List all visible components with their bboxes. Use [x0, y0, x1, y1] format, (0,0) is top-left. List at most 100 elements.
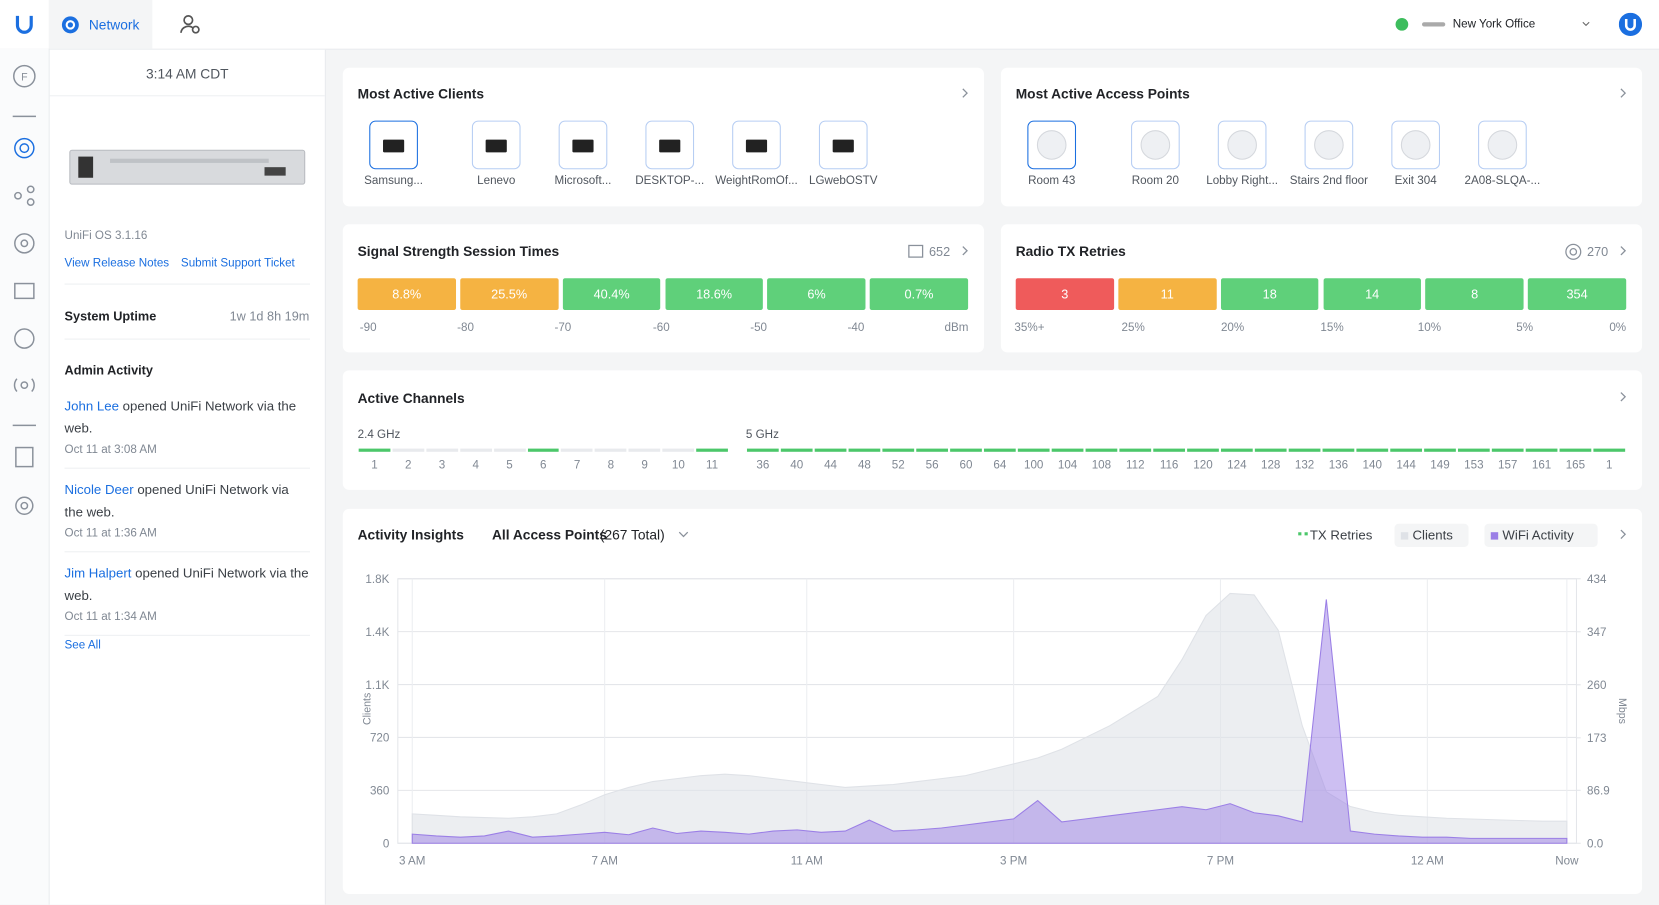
device-glyph — [485, 139, 507, 153]
admin-icon[interactable] — [180, 14, 201, 35]
ap-name[interactable]: Stairs 2nd floor — [1289, 174, 1369, 188]
channel-bar — [493, 448, 526, 452]
channel-label: 124 — [1227, 459, 1247, 472]
client-icon[interactable] — [732, 120, 781, 170]
y-tick-label: 720 — [370, 732, 390, 745]
legend-label[interactable]: TX Retries — [1309, 527, 1373, 543]
app-name[interactable]: Network — [88, 16, 140, 33]
y2-tick-label: 173 — [1587, 732, 1606, 745]
device-glyph — [745, 139, 768, 153]
axis-label: 35%+ — [1014, 321, 1045, 335]
axis-label: dBm — [944, 321, 969, 335]
client-icon[interactable] — [558, 120, 608, 170]
logo[interactable] — [13, 12, 36, 37]
ap-name[interactable]: Lobby Right... — [1206, 174, 1279, 188]
client-icon[interactable] — [369, 120, 418, 170]
site-icons — [1395, 17, 1590, 31]
y2-tick-label: 260 — [1587, 679, 1607, 692]
channel-bar — [1457, 448, 1490, 452]
avatar[interactable] — [1618, 12, 1643, 36]
y-tick-label: 1.8K — [365, 573, 389, 586]
card-title: Most Active Access Points — [1015, 85, 1190, 102]
client-name[interactable]: Samsung... — [364, 174, 424, 188]
activity-item: John Lee opened UniFi Network via the we… — [64, 391, 311, 469]
ap-icon[interactable] — [1304, 120, 1354, 170]
ap-icon[interactable] — [1391, 120, 1440, 170]
client-icon[interactable] — [645, 120, 695, 170]
see-all[interactable]: See All — [64, 639, 101, 652]
channel-label: 157 — [1497, 459, 1518, 472]
channel-bar — [1288, 448, 1321, 452]
channel-label: 6 — [540, 459, 547, 472]
sidebar — [49, 49, 326, 905]
ap-icon[interactable] — [1131, 120, 1180, 170]
card-title: Radio TX Retries — [1015, 243, 1126, 260]
channel-bar — [1356, 448, 1389, 452]
device-glyph — [832, 139, 854, 153]
ap-filter-count[interactable]: (267 Total) — [599, 526, 665, 543]
channel-label: 153 — [1464, 459, 1484, 472]
activity-user[interactable]: Jim Halpert — [64, 566, 132, 581]
legend-label[interactable]: Clients — [1412, 527, 1453, 543]
client-name[interactable]: WeightRomOf... — [715, 174, 798, 188]
ap-icon[interactable] — [1217, 120, 1267, 170]
channel-bar — [1153, 448, 1186, 452]
client-name[interactable]: DESKTOP-... — [635, 174, 705, 188]
channel-label: 108 — [1091, 459, 1112, 472]
ap-name[interactable]: 2A08-SLQA-... — [1464, 174, 1541, 188]
activity-user[interactable]: John Lee — [64, 398, 119, 414]
axis-label: 0% — [1609, 321, 1627, 335]
channel-bar — [696, 448, 728, 452]
device-glyph — [383, 139, 405, 153]
card-title: Most Active Clients — [357, 85, 484, 102]
legend-chip[interactable] — [1484, 523, 1598, 548]
activity-time: Oct 11 at 3:08 AM — [64, 443, 157, 457]
segment: 40.4% — [562, 278, 661, 311]
axis-label: -40 — [847, 321, 865, 335]
activity-user[interactable]: Nicole Deer — [64, 482, 134, 498]
ap-name[interactable]: Room 43 — [1028, 174, 1076, 188]
card-title: Activity Insights — [357, 526, 464, 543]
client-name[interactable]: LGwebOSTV — [808, 174, 878, 188]
ap-glyph — [1036, 130, 1067, 160]
channel-label: 116 — [1159, 459, 1179, 472]
axis-label: 15% — [1320, 321, 1344, 335]
release-notes-link[interactable]: View Release Notes — [64, 257, 170, 270]
channel-bar — [1017, 448, 1050, 452]
support-link[interactable]: Submit Support Ticket — [180, 257, 295, 270]
ap-filter[interactable]: All Access Points — [491, 526, 607, 543]
channel-bar — [459, 448, 492, 452]
channel-bar — [1424, 448, 1456, 452]
channel-bar — [780, 448, 813, 452]
channel-bar — [1051, 448, 1084, 452]
client-name[interactable]: Microsoft... — [554, 174, 612, 188]
rail-icons: F — [12, 64, 36, 515]
channel-label: 149 — [1430, 459, 1450, 472]
ap-icon[interactable] — [1478, 120, 1527, 170]
client-name[interactable]: Lenevo — [477, 174, 516, 188]
client-icon[interactable] — [818, 120, 868, 170]
client-icon[interactable] — [471, 120, 521, 170]
legend-chip[interactable] — [1394, 523, 1469, 548]
channel-label: 104 — [1057, 459, 1078, 472]
segment: 11 — [1118, 278, 1217, 311]
ap-name[interactable]: Exit 304 — [1394, 174, 1437, 188]
y2-tick-label: 86.9 — [1587, 785, 1610, 798]
device-image — [69, 149, 306, 185]
channel-bar — [1390, 448, 1423, 452]
os-version: UniFi OS 3.1.16 — [64, 229, 148, 243]
channel-label: 9 — [641, 459, 648, 472]
icon-rail — [0, 48, 50, 905]
ap-icon[interactable] — [1027, 120, 1077, 170]
site-name[interactable]: New York Office — [1452, 17, 1536, 31]
x-tick-label: 11 AM — [791, 854, 823, 867]
channel-bar — [1187, 448, 1219, 452]
card-title: Signal Strength Session Times — [357, 243, 560, 260]
legend-label[interactable]: WiFi Activity — [1502, 527, 1574, 543]
ap-glyph — [1140, 130, 1171, 160]
ap-name[interactable]: Room 20 — [1131, 174, 1179, 188]
activity-action: opened UniFi Network via the web. — [64, 566, 309, 604]
channel-label: 4 — [472, 459, 480, 472]
